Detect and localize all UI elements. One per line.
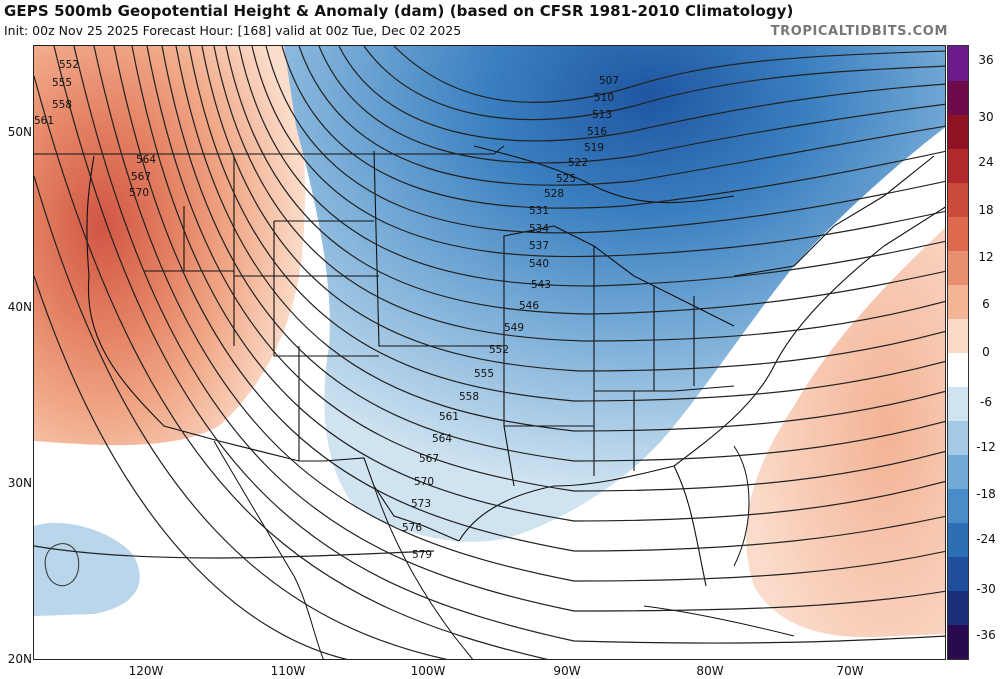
lat-label-50n: 50N [7,125,32,139]
lon-label-70w: 70W [836,664,864,678]
contour-label: 546 [519,300,539,312]
contour-label: 534 [529,223,549,235]
contour-label: 525 [556,173,576,185]
colorbar-segment [948,114,968,149]
colorbar-label: -24 [976,532,996,546]
contour-label: 522 [568,157,588,169]
contour-label: 531 [529,205,549,217]
colorbar-label: 30 [978,110,994,124]
colorbar-segment [948,488,968,524]
contour-label: 567 [131,171,151,183]
contour-label: 555 [474,368,494,380]
contour-label: 561 [34,115,54,127]
colorbar-segment [948,556,968,592]
colorbar-label: 36 [978,53,994,67]
colorbar-label: -12 [976,440,996,454]
colorbar-label: -30 [976,582,996,596]
lon-label-100w: 100W [410,664,446,678]
colorbar-label: 24 [978,155,994,169]
colorbar-segment [948,420,968,456]
lat-label-20n: 20N [7,652,32,666]
map-title: GEPS 500mb Geopotential Height & Anomaly… [4,2,794,20]
map-subtitle: Init: 00z Nov 25 2025 Forecast Hour: [16… [4,23,462,38]
colorbar-label: -18 [976,487,996,501]
contour-label: 576 [402,522,422,534]
contour-label: 543 [531,279,551,291]
cold-anomaly-central [284,46,945,542]
colorbar-segment [948,454,968,490]
lon-label-110w: 110W [270,664,306,678]
colorbar-segment [948,352,968,388]
colorbar-label: 6 [982,297,990,311]
contour-label: 507 [599,75,619,87]
coastlines [213,440,795,659]
political-boundaries [34,145,945,587]
lon-label-80w: 80W [696,664,724,678]
colorbar-label: 18 [978,203,994,217]
contour-label: 510 [594,92,614,104]
contour-label: 579 [412,549,432,561]
colorbar-label: 12 [978,250,994,264]
contour-label: 564 [136,154,156,166]
anomaly-map: 507 510 513 516 519 522 525 528 531 534 … [34,46,945,659]
contour-label: 555 [52,77,72,89]
colorbar-segment [948,148,968,183]
contour-label: 570 [414,476,434,488]
colorbar-segment [948,216,968,251]
colorbar-label: -36 [976,628,996,642]
contour-label: 570 [129,187,149,199]
colorbar-segment [948,250,968,285]
contour-label: 549 [504,322,524,334]
contour-label: 528 [544,188,564,200]
contour-label: 552 [59,59,79,71]
contour-label: 540 [529,258,549,270]
colorbar-label: -6 [980,395,992,409]
map-panel: 507 510 513 516 519 522 525 528 531 534 … [33,45,946,660]
height-contours [34,46,945,659]
anomaly-colorbar [947,45,969,660]
colorbar-segment [948,590,968,626]
colorbar-label: 0 [982,345,990,359]
contour-label: 537 [529,240,549,252]
contour-label: 561 [439,411,459,423]
lat-label-30n: 30N [7,476,32,490]
contour-label: 519 [584,142,604,154]
lat-label-40n: 40N [7,300,32,314]
lon-label-120w: 120W [128,664,164,678]
lon-label-90w: 90W [553,664,581,678]
cold-anomaly-pacific [34,522,140,616]
colorbar-segment [948,522,968,558]
colorbar-segment [948,284,968,319]
colorbar-segment [948,182,968,217]
colorbar-segment [948,318,968,353]
colorbar-segment [948,80,968,115]
contour-label: 567 [419,453,439,465]
contour-label: 552 [489,344,509,356]
contour-label: 573 [411,498,431,510]
contour-label: 516 [587,126,607,138]
warm-anomaly-west [34,46,305,446]
contour-label: 558 [459,391,479,403]
colorbar-segment [948,386,968,422]
brand-watermark: TROPICALTIDBITS.COM [770,24,948,39]
contour-label: 564 [432,433,452,445]
colorbar-segment [948,624,968,660]
contour-label: 513 [592,109,612,121]
contour-labels: 507 510 513 516 519 522 525 528 531 534 … [34,59,619,561]
colorbar-segment [948,46,968,81]
contour-label: 558 [52,99,72,111]
warm-anomaly-east [746,227,945,638]
